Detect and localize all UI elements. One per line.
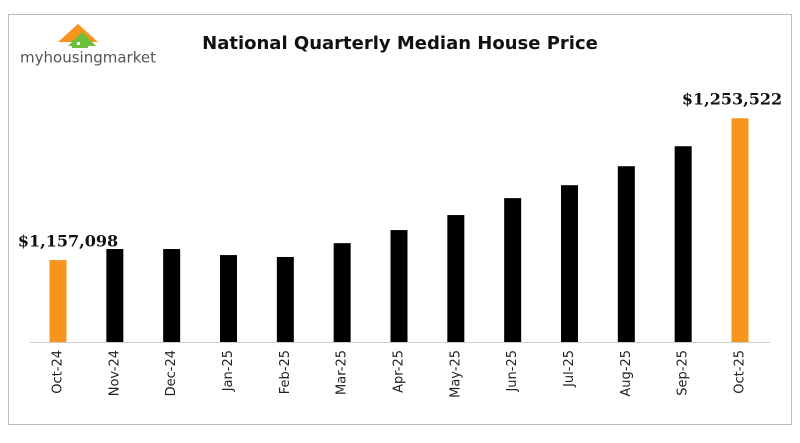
bar [106,249,124,342]
bar [731,118,749,343]
bar [674,146,692,342]
bar [561,185,578,342]
chart-title: National Quarterly Median House Price [202,33,598,54]
x-tick-label: Dec-24 [164,350,179,396]
bar [276,256,294,342]
bar [220,255,237,342]
x-tick-label: Apr-25 [392,350,407,393]
data-label: $1,253,522 [682,90,782,109]
bar [390,230,408,342]
x-tick-label: Oct-24 [51,350,66,394]
bar [504,198,522,342]
x-tick-label: Nov-24 [107,350,122,396]
x-tick-label: Oct-25 [733,350,748,394]
bar [447,215,465,342]
x-tick-label: Jul-25 [562,350,577,388]
bar [163,249,181,342]
x-tick-label: Sep-25 [676,350,691,396]
x-tick-label: Aug-25 [619,350,634,397]
chart-frame [8,14,792,425]
x-tick-label: Jun-25 [505,350,520,393]
data-label: $1,157,098 [18,232,118,251]
bar [333,243,351,342]
bar [49,260,67,342]
bar [617,166,635,342]
logo-text: myhousingmarket [20,49,156,67]
x-tick-label: May-25 [448,350,463,398]
x-tick-label: Jan-25 [221,350,236,392]
logo-icon [58,24,98,48]
x-tick-label: Mar-25 [335,350,350,395]
x-tick-label: Feb-25 [278,350,293,394]
